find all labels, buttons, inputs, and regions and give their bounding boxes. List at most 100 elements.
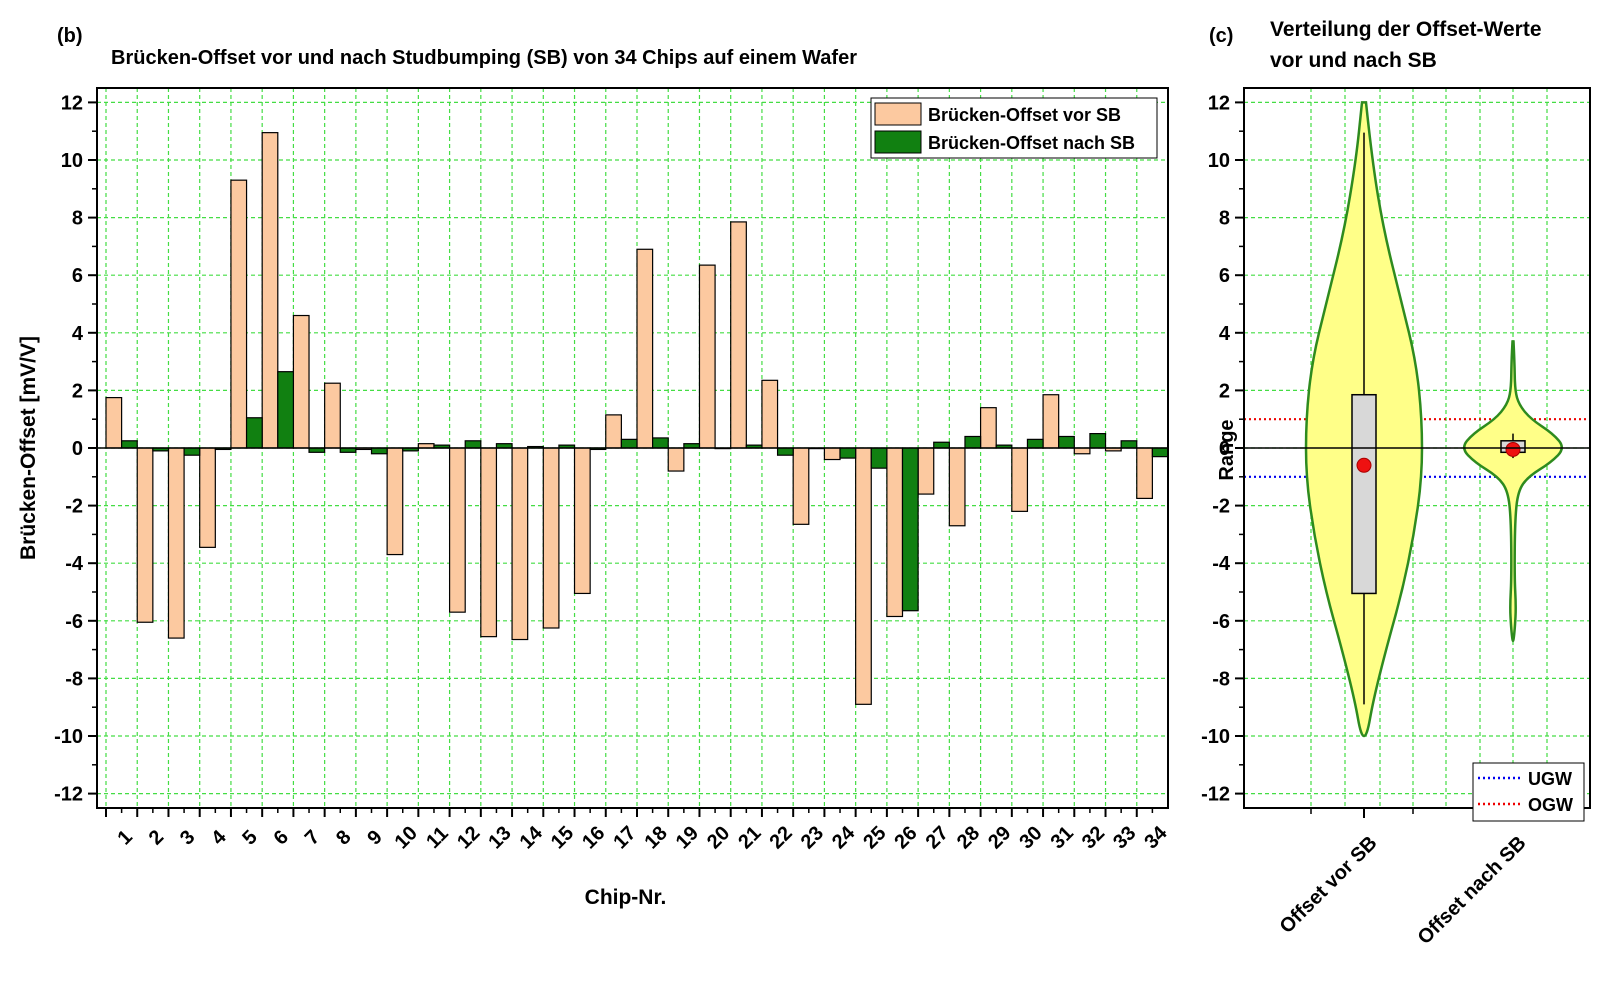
y-tick-label: 10 [61,150,83,172]
violin-chart-y-axis: -12 -10 -8 -6 -4 -2 0 2 4 6 8 10 12 [1201,92,1244,806]
x-tick-label: 18 [641,822,672,853]
bar-chart-x-axis: 1 2 3 4 5 6 7 8 9 10 11 12 13 14 15 16 17 18 19 20 21 22 23 24 2… [105,808,1172,853]
bar-vor-sb-chip-4 [199,447,216,548]
x-tick-label: 32 [1078,822,1109,853]
x-tick-label: 15 [547,822,578,853]
bar-vor-sb-chip-8 [324,382,341,449]
y-tick-label: 8 [1219,208,1230,230]
x-tick-label: 25 [859,822,890,853]
x-tick-label: Offset nach SB [1414,832,1531,949]
x-tick-label: 30 [1015,822,1046,853]
y-tick-label: 6 [1219,265,1230,287]
bar-vor-sb-chip-6 [261,132,279,449]
legend-label-vor-sb: Brücken-Offset vor SB [928,105,1121,125]
bar-vor-sb-chip-21 [730,221,747,449]
bar-vor-sb-chip-32 [1073,447,1091,455]
y-tick-label: -6 [1212,611,1230,633]
panel-label-c: (c) [1209,25,1233,47]
bar-vor-sb-chip-19 [667,447,685,472]
bar-vor-sb-chip-26 [886,447,904,618]
bar-nach-sb-chip-9 [370,447,388,455]
y-tick-label: 10 [1208,150,1230,172]
bar-chart-y-axis: -12 -10 -8 -6 -4 -2 0 2 4 6 8 10 12 [54,92,97,806]
x-tick-label: 31 [1047,822,1078,853]
bar-vor-sb-chip-31 [1042,394,1060,449]
x-tick-label: 20 [703,822,734,853]
y-tick-label: -6 [65,611,83,633]
x-tick-label: 19 [672,822,703,853]
x-tick-label: 4 [207,825,231,849]
legend-swatch-vor-sb [874,102,922,126]
bar-chart-y-label: Brücken-Offset [mV/V] [17,336,40,560]
x-tick-label: 27 [922,822,953,853]
bar-vor-sb-chip-13 [480,447,498,638]
bar-vor-sb-chip-5 [230,179,248,449]
y-tick-label: -8 [1212,668,1230,690]
x-tick-label: 12 [453,822,484,853]
bar-vor-sb-chip-15 [542,447,560,629]
y-tick-label: -2 [65,496,83,518]
x-tick-label: 3 [176,826,199,849]
y-tick-label: 0 [72,438,83,460]
bar-nach-sb-chip-28 [964,435,982,449]
bar-vor-sb-chip-22 [761,379,779,449]
bar-nach-sb-chip-17 [620,438,638,449]
bar-chart-legend: Brücken-Offset vor SB Brücken-Offset nac… [870,97,1158,159]
bar-vor-sb-chip-14 [511,447,529,641]
x-tick-label: 7 [301,826,324,849]
box [1351,393,1377,595]
bar-nach-sb-chip-30 [1026,438,1044,449]
violin-chart-y-label: Range [1216,419,1238,480]
x-tick-label: 8 [332,826,355,849]
bar-vor-sb-chip-16 [573,447,591,595]
panel-label-b: (b) [57,25,83,47]
y-tick-label: -12 [1201,784,1230,806]
x-tick-label: 5 [238,826,261,849]
bar-vor-sb-chip-7 [292,314,310,449]
bar-vor-sb-chip-27 [917,447,935,495]
y-tick-label: 8 [72,208,83,230]
legend-label-nach-sb: Brücken-Offset nach SB [928,133,1135,153]
x-tick-label: 26 [890,822,921,853]
x-tick-label: 34 [1140,821,1172,853]
x-tick-label: 14 [516,821,548,853]
y-tick-label: 12 [61,92,83,114]
bar-vor-sb-chip-3 [167,447,185,639]
bar-vor-sb-chip-17 [605,414,622,449]
x-tick-label: 6 [270,826,293,849]
bar-nach-sb-chip-26 [901,447,919,612]
x-tick-label: 11 [422,822,453,853]
x-tick-label: 1 [113,826,136,849]
bar-vor-sb-chip-2 [136,447,154,623]
y-tick-label: 12 [1208,92,1230,114]
bar-vor-sb-chip-24 [823,447,841,461]
legend-label-ugw: UGW [1528,769,1572,789]
bar-nach-sb-chip-5 [245,417,263,449]
bar-nach-sb-chip-24 [839,447,857,459]
bar-vor-sb-chip-30 [1011,447,1029,512]
bar-chart-title: Brücken-Offset vor und nach Studbumping … [111,47,857,69]
y-tick-label: -2 [1212,496,1230,518]
violin-chart-title-line-1: Verteilung der Offset-Werte [1270,18,1542,41]
x-tick-label: 17 [609,822,640,853]
bar-chart-bars [96,87,1169,809]
bar-vor-sb-chip-34 [1136,447,1153,500]
y-tick-label: 4 [72,323,84,345]
y-tick-label: 6 [72,265,83,287]
x-tick-label: 2 [145,826,168,849]
legend-label-ogw: OGW [1528,795,1573,815]
y-tick-label: -10 [1201,726,1230,748]
y-tick-label: -10 [54,726,83,748]
bar-vor-sb-chip-29 [979,407,997,449]
legend-swatch-nach-sb [874,130,922,154]
y-tick-label: 2 [72,380,83,402]
x-tick-label: 23 [797,822,828,853]
violin-chart-panel: (c) Verteilung der Offset-Werte vor und … [1201,18,1591,949]
violin-chart-x-axis: Offset vor SB Offset nach SB [1276,808,1548,949]
bar-vor-sb-chip-20 [698,264,716,449]
bar-vor-sb-chip-25 [855,447,872,705]
legend-box [1472,762,1585,822]
x-tick-label: 22 [765,822,796,853]
y-tick-label: -12 [54,784,83,806]
bar-nach-sb-chip-32 [1089,433,1107,449]
